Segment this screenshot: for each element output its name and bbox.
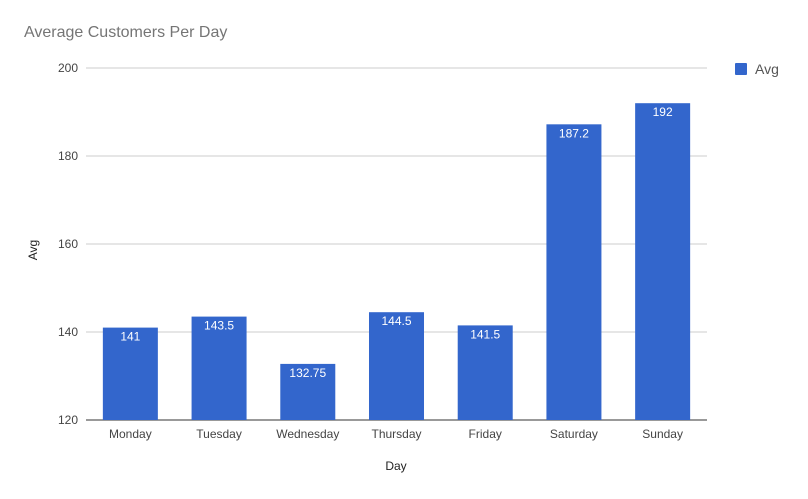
x-tick-label: Sunday bbox=[642, 427, 683, 441]
data-label: 143.5 bbox=[204, 319, 234, 333]
bar bbox=[102, 327, 158, 420]
data-label: 144.5 bbox=[381, 314, 411, 328]
bars bbox=[102, 103, 691, 420]
data-label: 192 bbox=[653, 105, 673, 119]
data-label: 141 bbox=[120, 330, 140, 344]
x-tick-label: Wednesday bbox=[276, 427, 339, 441]
legend-label: Avg bbox=[755, 61, 779, 77]
x-axis-ticks: Monday Tuesday Wednesday Thursday Friday Satu… bbox=[109, 427, 683, 441]
data-label: 132.75 bbox=[289, 366, 326, 380]
y-tick-label: 160 bbox=[58, 237, 78, 251]
bar bbox=[635, 103, 691, 420]
x-axis-label: Day bbox=[385, 459, 406, 473]
bar bbox=[280, 363, 336, 420]
x-tick-label: Monday bbox=[109, 427, 152, 441]
chart-title: Average Customers Per Day bbox=[24, 24, 228, 41]
legend: Avg bbox=[735, 61, 779, 77]
data-labels: 141 143.5 132.75 144.5 141.5 187.2 192 bbox=[120, 105, 673, 380]
x-tick-label: Tuesday bbox=[196, 427, 242, 441]
y-tick-label: 140 bbox=[58, 325, 78, 339]
x-tick-label: Friday bbox=[469, 427, 502, 441]
y-axis-label: Avg bbox=[26, 240, 40, 260]
y-tick-label: 200 bbox=[58, 61, 78, 75]
y-axis-ticks: 120 140 160 180 200 bbox=[58, 61, 78, 427]
y-tick-label: 180 bbox=[58, 149, 78, 163]
x-tick-label: Saturday bbox=[550, 427, 598, 441]
legend-swatch bbox=[735, 63, 747, 75]
x-tick-label: Thursday bbox=[371, 427, 421, 441]
bar bbox=[457, 325, 513, 420]
data-label: 187.2 bbox=[559, 126, 589, 140]
bar bbox=[368, 312, 425, 420]
data-label: 141.5 bbox=[470, 327, 500, 341]
bar bbox=[191, 316, 247, 420]
bar bbox=[546, 124, 602, 420]
y-tick-label: 120 bbox=[58, 413, 78, 427]
